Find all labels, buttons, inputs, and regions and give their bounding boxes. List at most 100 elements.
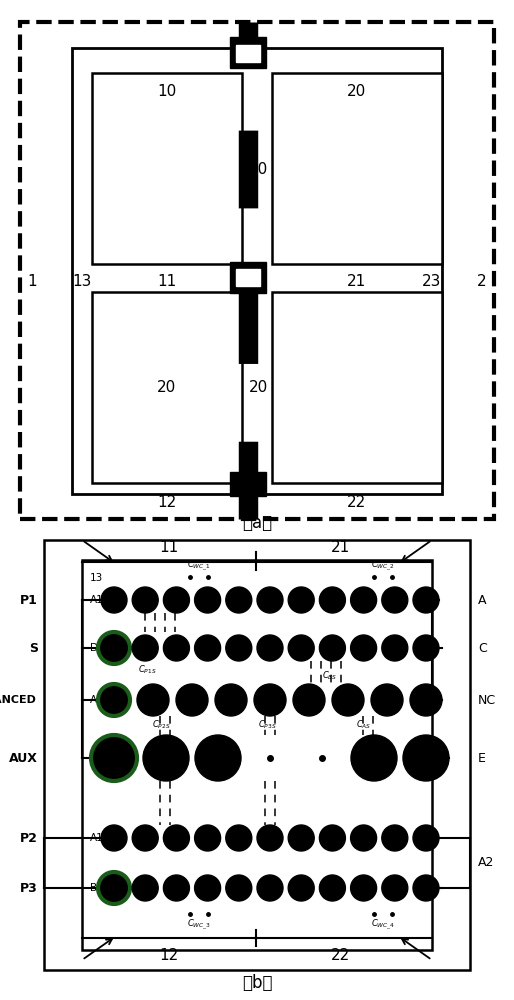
Circle shape bbox=[413, 635, 439, 661]
Circle shape bbox=[351, 587, 377, 613]
Text: $C_{P1S}$: $C_{P1S}$ bbox=[138, 663, 157, 676]
Text: 12: 12 bbox=[159, 948, 179, 964]
Text: （b）: （b） bbox=[242, 974, 272, 992]
Text: 20: 20 bbox=[157, 380, 177, 395]
Circle shape bbox=[319, 587, 345, 613]
Bar bbox=[272, 292, 442, 483]
Text: A2: A2 bbox=[478, 856, 494, 869]
Circle shape bbox=[98, 684, 130, 716]
Text: $C_{WC\_4}$: $C_{WC\_4}$ bbox=[371, 918, 395, 932]
Circle shape bbox=[132, 825, 158, 851]
Circle shape bbox=[101, 587, 127, 613]
Circle shape bbox=[132, 635, 158, 661]
Text: $C_{AS}$: $C_{AS}$ bbox=[356, 718, 372, 731]
Text: 20: 20 bbox=[248, 380, 268, 395]
Circle shape bbox=[98, 632, 130, 664]
Circle shape bbox=[195, 825, 221, 851]
Bar bbox=[230, 472, 266, 496]
Text: C: C bbox=[478, 642, 487, 654]
Text: B: B bbox=[90, 883, 97, 893]
Text: A1: A1 bbox=[90, 833, 104, 843]
Text: （a）: （a） bbox=[242, 514, 272, 532]
Circle shape bbox=[257, 825, 283, 851]
Circle shape bbox=[163, 635, 189, 661]
Circle shape bbox=[91, 735, 137, 781]
Bar bbox=[72, 48, 442, 494]
Text: A: A bbox=[90, 695, 97, 705]
Circle shape bbox=[403, 735, 449, 781]
Circle shape bbox=[101, 825, 127, 851]
Bar bbox=[236, 45, 260, 62]
Text: BALANCED: BALANCED bbox=[0, 695, 36, 705]
Circle shape bbox=[382, 825, 408, 851]
Circle shape bbox=[163, 875, 189, 901]
Text: NC: NC bbox=[478, 694, 496, 706]
Circle shape bbox=[351, 735, 397, 781]
Circle shape bbox=[382, 587, 408, 613]
Text: 10: 10 bbox=[157, 84, 177, 99]
Bar bbox=[92, 73, 242, 264]
Circle shape bbox=[413, 875, 439, 901]
Text: 21: 21 bbox=[347, 274, 366, 289]
Text: 11: 11 bbox=[159, 540, 179, 556]
Text: 12: 12 bbox=[157, 495, 177, 510]
Circle shape bbox=[371, 684, 403, 716]
Text: P3: P3 bbox=[20, 882, 38, 894]
Circle shape bbox=[288, 635, 314, 661]
Circle shape bbox=[195, 735, 241, 781]
Circle shape bbox=[257, 875, 283, 901]
Bar bbox=[230, 262, 266, 293]
Circle shape bbox=[257, 635, 283, 661]
Text: S: S bbox=[29, 642, 38, 654]
Circle shape bbox=[132, 875, 158, 901]
Circle shape bbox=[413, 587, 439, 613]
Circle shape bbox=[195, 635, 221, 661]
Circle shape bbox=[226, 825, 252, 851]
Circle shape bbox=[98, 872, 130, 904]
Bar bbox=[230, 37, 266, 68]
Circle shape bbox=[226, 635, 252, 661]
Text: 11: 11 bbox=[157, 274, 177, 289]
Circle shape bbox=[319, 875, 345, 901]
Circle shape bbox=[319, 635, 345, 661]
Text: 13: 13 bbox=[90, 573, 103, 583]
Text: P2: P2 bbox=[20, 832, 38, 844]
Bar bbox=[44, 540, 470, 970]
Circle shape bbox=[410, 684, 442, 716]
Circle shape bbox=[176, 684, 208, 716]
Bar bbox=[92, 292, 242, 483]
Text: $C_{WC\_1}$: $C_{WC\_1}$ bbox=[187, 559, 211, 573]
Text: $C_{WC\_2}$: $C_{WC\_2}$ bbox=[371, 559, 395, 573]
Text: 2: 2 bbox=[477, 274, 487, 289]
Text: F: F bbox=[90, 753, 96, 763]
Circle shape bbox=[293, 684, 325, 716]
Circle shape bbox=[143, 735, 189, 781]
Text: E: E bbox=[478, 752, 486, 764]
Circle shape bbox=[332, 684, 364, 716]
Text: $C_{P2S}$: $C_{P2S}$ bbox=[152, 718, 171, 731]
Text: 1: 1 bbox=[27, 274, 37, 289]
Text: 13: 13 bbox=[72, 274, 91, 289]
Circle shape bbox=[413, 825, 439, 851]
Text: $C_{BS}$: $C_{BS}$ bbox=[322, 670, 337, 682]
Text: $C_{P3S}$: $C_{P3S}$ bbox=[258, 718, 277, 731]
Circle shape bbox=[163, 587, 189, 613]
Circle shape bbox=[351, 875, 377, 901]
Circle shape bbox=[382, 635, 408, 661]
Circle shape bbox=[195, 587, 221, 613]
Bar bbox=[82, 560, 432, 950]
Text: 10: 10 bbox=[248, 162, 268, 177]
Bar bbox=[272, 73, 442, 264]
Circle shape bbox=[195, 875, 221, 901]
Circle shape bbox=[163, 825, 189, 851]
Circle shape bbox=[215, 684, 247, 716]
Text: A1: A1 bbox=[90, 595, 104, 605]
Circle shape bbox=[226, 587, 252, 613]
Text: D: D bbox=[90, 643, 98, 653]
Circle shape bbox=[351, 825, 377, 851]
Text: 21: 21 bbox=[331, 540, 350, 556]
Circle shape bbox=[351, 635, 377, 661]
Circle shape bbox=[288, 825, 314, 851]
Text: $C_{WC\_3}$: $C_{WC\_3}$ bbox=[187, 918, 211, 932]
Bar bbox=[236, 269, 260, 286]
